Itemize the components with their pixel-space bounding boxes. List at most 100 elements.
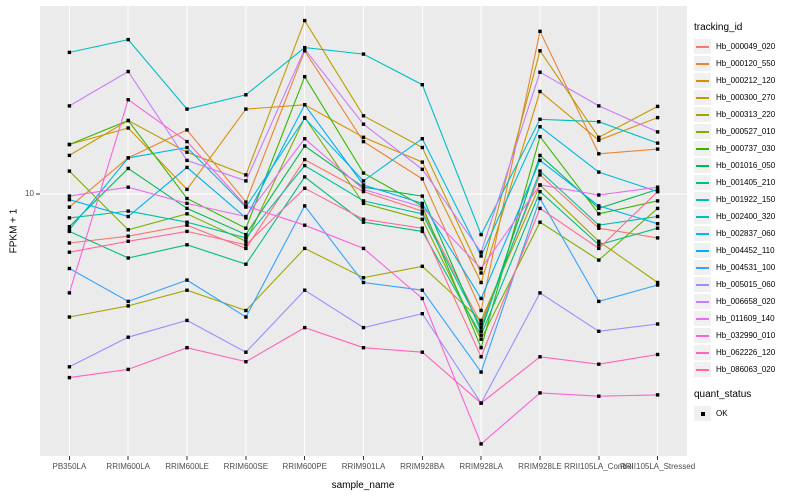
data-point-marker [126, 126, 130, 130]
data-point-marker [185, 212, 189, 216]
data-point-marker [185, 158, 189, 163]
data-point-marker [420, 137, 424, 141]
data-point-marker [361, 325, 366, 330]
data-point-marker [538, 183, 542, 187]
data-point-marker [538, 173, 542, 177]
data-point-marker [597, 258, 601, 262]
data-point-marker [303, 116, 307, 120]
data-point-marker [126, 166, 130, 171]
data-point-marker [126, 37, 130, 42]
data-point-marker [185, 206, 189, 211]
data-point-marker [420, 217, 424, 221]
data-point-marker [185, 318, 189, 323]
data-point-marker [244, 243, 248, 247]
legend-key [694, 141, 711, 156]
legend-item-label: OK [716, 409, 728, 418]
data-point-marker [185, 165, 189, 170]
data-point-marker [420, 205, 424, 209]
data-point-marker [597, 362, 601, 366]
data-point-marker [361, 52, 366, 56]
data-point-marker [479, 370, 483, 374]
data-point-marker [244, 107, 248, 111]
x-tick-label: RRIM928BA [400, 462, 445, 471]
data-point-marker [597, 299, 601, 304]
legend-key [694, 39, 711, 54]
data-point-marker [361, 220, 366, 224]
data-point-marker [597, 138, 601, 142]
data-point-marker [244, 350, 248, 354]
data-point-marker [361, 189, 366, 194]
line-swatch-icon [696, 96, 709, 99]
legend-item-label: Hb_000737_030 [716, 144, 776, 153]
data-point-marker [655, 199, 660, 203]
data-point-marker [244, 360, 248, 364]
data-point-marker [126, 304, 130, 308]
data-point-marker [67, 142, 72, 147]
data-point-marker [479, 254, 483, 258]
data-point-marker [361, 139, 366, 144]
data-point-marker [67, 198, 72, 202]
legend-item-label: Hb_086063_020 [716, 365, 776, 374]
line-swatch-icon [696, 249, 709, 252]
legend-item: Hb_004452_110 [694, 243, 798, 258]
data-point-marker [420, 296, 424, 301]
data-point-marker [479, 250, 483, 254]
data-point-marker [67, 194, 72, 198]
data-point-marker [126, 98, 130, 102]
line-swatch-icon [696, 232, 709, 235]
quant-status-legend: quant_status OK [694, 389, 798, 421]
legend-item-label: Hb_001405_210 [716, 178, 776, 187]
line-swatch-icon [696, 181, 709, 184]
data-point-marker [67, 216, 72, 220]
data-point-marker [655, 104, 660, 109]
legend-items: Hb_000049_020 Hb_000120_550 Hb_000212_120 H… [694, 39, 798, 377]
legend-item-label: Hb_032990_010 [716, 331, 776, 340]
legend-key [694, 260, 711, 275]
data-point-marker [420, 312, 424, 316]
data-point-marker [655, 393, 660, 397]
data-point-marker [479, 296, 483, 301]
data-point-marker [303, 47, 307, 51]
data-point-marker [538, 169, 542, 173]
legend-item: Hb_000212_120 [694, 73, 798, 88]
data-point-marker [185, 288, 189, 292]
data-point-marker [303, 103, 307, 107]
data-point-marker [597, 329, 601, 333]
data-point-marker [126, 299, 130, 304]
legend-item: Hb_011609_140 [694, 311, 798, 326]
x-tick-label: RRIM928LE [518, 462, 562, 471]
legend-item: Hb_000527_010 [694, 124, 798, 139]
legend-key [694, 73, 711, 88]
square-point-icon [700, 411, 705, 416]
data-point-marker [185, 229, 189, 234]
legend-item: Hb_002837_060 [694, 226, 798, 241]
data-point-marker [185, 243, 189, 247]
data-point-marker [420, 145, 424, 150]
data-point-marker [185, 223, 189, 227]
data-point-marker [67, 169, 72, 173]
data-point-marker [126, 156, 130, 160]
data-point-marker [361, 171, 366, 175]
data-point-marker [538, 220, 542, 224]
data-point-marker [361, 246, 366, 251]
data-point-marker [479, 329, 483, 333]
legend: tracking_id Hb_000049_020 Hb_000120_550 Hb… [694, 22, 798, 423]
legend-item: Hb_006658_020 [694, 294, 798, 309]
data-point-marker [244, 308, 248, 313]
data-point-marker [420, 350, 424, 354]
data-point-marker [597, 212, 601, 216]
data-point-marker [126, 239, 130, 243]
legend-item: Hb_000049_020 [694, 39, 798, 54]
legend-item: Hb_001922_150 [694, 192, 798, 207]
data-point-marker [420, 194, 424, 198]
data-point-marker [303, 157, 307, 162]
legend-key [694, 362, 711, 377]
line-swatch-icon [696, 317, 709, 320]
data-point-marker [67, 375, 72, 380]
line-swatch-icon [696, 334, 709, 337]
legend-item: Hb_062226_120 [694, 345, 798, 360]
legend-item: Hb_000313_220 [694, 107, 798, 122]
data-point-marker [244, 200, 248, 204]
x-tick-label: RRIM928LA [459, 462, 503, 471]
